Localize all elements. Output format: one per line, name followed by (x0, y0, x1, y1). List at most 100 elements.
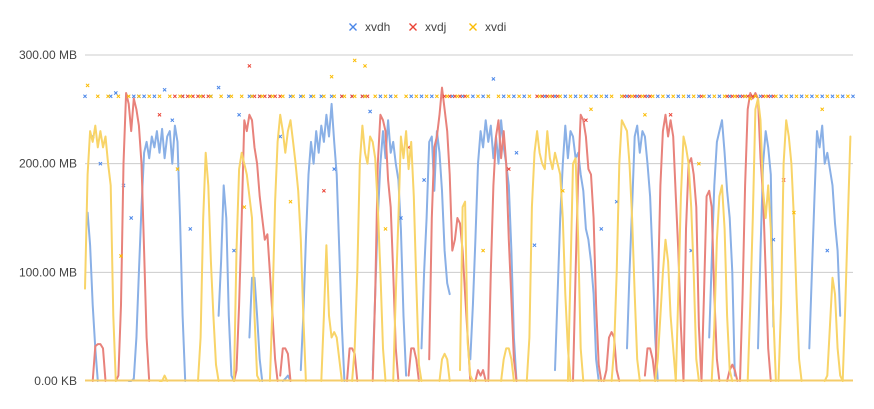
series-xvdh-point (131, 94, 136, 99)
series-xvdi-point (147, 94, 152, 99)
series-xvdi-point (106, 94, 111, 99)
series-xvdi-point (311, 94, 316, 99)
series-xvdi-point (702, 94, 706, 99)
series-xvdi-point (527, 94, 532, 99)
series-xvdh-line (299, 102, 346, 382)
series-xvdh-point (563, 94, 568, 99)
series-xvdi-point (85, 83, 90, 88)
series-xvdi-point (424, 94, 429, 99)
series-xvdi-point (537, 94, 542, 99)
series-xvdi-point (845, 94, 850, 99)
series-xvdi-point (712, 94, 717, 99)
series-xvdi-point (794, 94, 799, 99)
series-xvdh-point (188, 226, 193, 231)
series-xvdh-point (170, 118, 175, 123)
series-xvdi-point (342, 94, 347, 99)
series-xvdj-line (726, 363, 739, 382)
series-xvdh-point (152, 94, 157, 99)
series-xvdi-point (517, 94, 522, 99)
chart-legend: xvdh xvdj xvdi (349, 20, 506, 34)
series-xvdi-point (167, 94, 172, 99)
series-xvdi-point (696, 161, 701, 166)
series-xvdj-point (668, 112, 673, 117)
series-xvdj-line (487, 119, 518, 382)
series-xvdj-line (279, 347, 292, 382)
series-xvdi-point (791, 210, 796, 215)
series-xvdh-line (127, 124, 187, 382)
y-tick-label: 100.00 MB (19, 265, 77, 279)
series-xvdi-point (642, 112, 647, 117)
series-xvdj-line (428, 86, 472, 382)
series-xvdi-point (363, 94, 367, 99)
series-xvdi-point (434, 94, 439, 99)
series-xvdh-point (378, 94, 383, 99)
series-xvdh-point (409, 94, 414, 99)
series-xvdi-line (392, 130, 423, 382)
series-xvdi-line (320, 244, 343, 382)
series-xvdi-point (301, 94, 306, 99)
series-xvdi-line (438, 352, 451, 382)
series-xvdi-line (525, 130, 572, 382)
series-xvdh-point (594, 94, 599, 99)
series-xvdh-point (216, 85, 221, 90)
series-xvdi-point (455, 94, 460, 99)
series-xvdi-line (777, 119, 803, 382)
series-xvdi-point (445, 94, 450, 99)
series-xvdi-point (560, 188, 565, 193)
series-xvdh-point (779, 94, 784, 99)
series-xvdi-point (363, 63, 367, 68)
series-xvdh-point (707, 94, 712, 99)
series-xvdi-point (465, 94, 470, 99)
series-xvdi-point (589, 107, 593, 112)
series-xvdi-point (820, 107, 825, 112)
series-xvdi-point (815, 94, 819, 99)
series-layer (83, 58, 855, 382)
series-xvdh-point (162, 87, 167, 92)
series-xvdi-point (219, 94, 224, 99)
series-xvdh-point (655, 94, 660, 99)
series-xvdh-point (830, 94, 835, 99)
series-xvdi-point (126, 94, 131, 99)
series-xvdi-point (332, 94, 337, 99)
legend-marker-x-icon (469, 23, 477, 31)
series-xvdh-point (511, 94, 516, 99)
series-xvdi-point (630, 94, 635, 99)
series-xvdi-point (691, 94, 696, 99)
series-xvdi-line (674, 135, 700, 382)
series-xvdi-point (383, 94, 388, 99)
series-xvdi-point (270, 94, 275, 99)
series-xvdh-point (422, 178, 427, 182)
series-xvdj-line (602, 331, 621, 382)
series-xvdi-point (373, 94, 378, 99)
series-xvdi-point (95, 94, 100, 99)
series-xvdi-line (351, 124, 387, 382)
series-xvdi-line (158, 374, 169, 382)
series-xvdi-point (568, 94, 573, 99)
series-xvdi-point (547, 94, 552, 99)
series-xvdh-line (757, 130, 775, 350)
series-xvdi-point (506, 94, 511, 99)
series-xvdh-line (708, 119, 736, 377)
series-xvdh-point (491, 76, 496, 81)
series-xvdh-point (686, 94, 691, 99)
series-xvdh-point (666, 94, 671, 99)
series-xvdi-point (578, 94, 583, 99)
series-xvdh-point (388, 94, 393, 99)
series-xvdi-point (250, 94, 254, 99)
series-xvdi-point (660, 94, 665, 99)
series-xvdi-point (352, 94, 357, 99)
series-xvdi-point (763, 94, 768, 99)
series-xvdi-line (459, 200, 474, 382)
series-xvdh-point (481, 94, 486, 99)
series-xvdi-line (233, 151, 261, 382)
series-xvdh-point (237, 112, 242, 117)
series-xvdh-point (142, 94, 147, 99)
series-xvdi-point (321, 94, 326, 99)
series-xvdh-point (419, 94, 424, 99)
series-xvdh-point (599, 226, 604, 231)
series-xvdi-point (496, 94, 501, 99)
series-xvdi-point (671, 94, 676, 99)
series-xvdj (85, 63, 853, 382)
